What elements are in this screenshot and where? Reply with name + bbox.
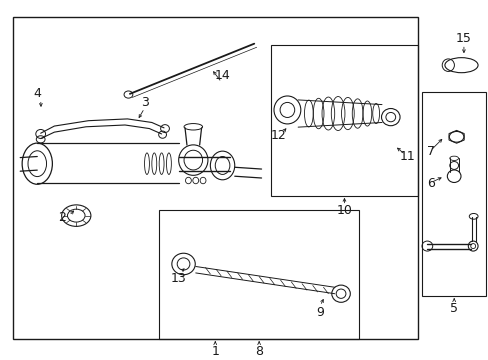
Text: 4: 4 [33,87,41,100]
Text: 7: 7 [426,145,434,158]
Text: 1: 1 [211,345,219,357]
Text: 12: 12 [270,129,286,141]
Text: 15: 15 [455,32,471,45]
Text: 2: 2 [58,211,65,224]
Text: 14: 14 [214,69,230,82]
Text: 13: 13 [170,272,186,285]
Text: 8: 8 [255,345,263,357]
Text: 11: 11 [399,150,415,163]
Text: 10: 10 [336,204,352,217]
Text: 6: 6 [426,177,434,190]
Text: 5: 5 [449,302,457,315]
Text: 3: 3 [141,96,148,109]
Text: 9: 9 [316,306,324,319]
